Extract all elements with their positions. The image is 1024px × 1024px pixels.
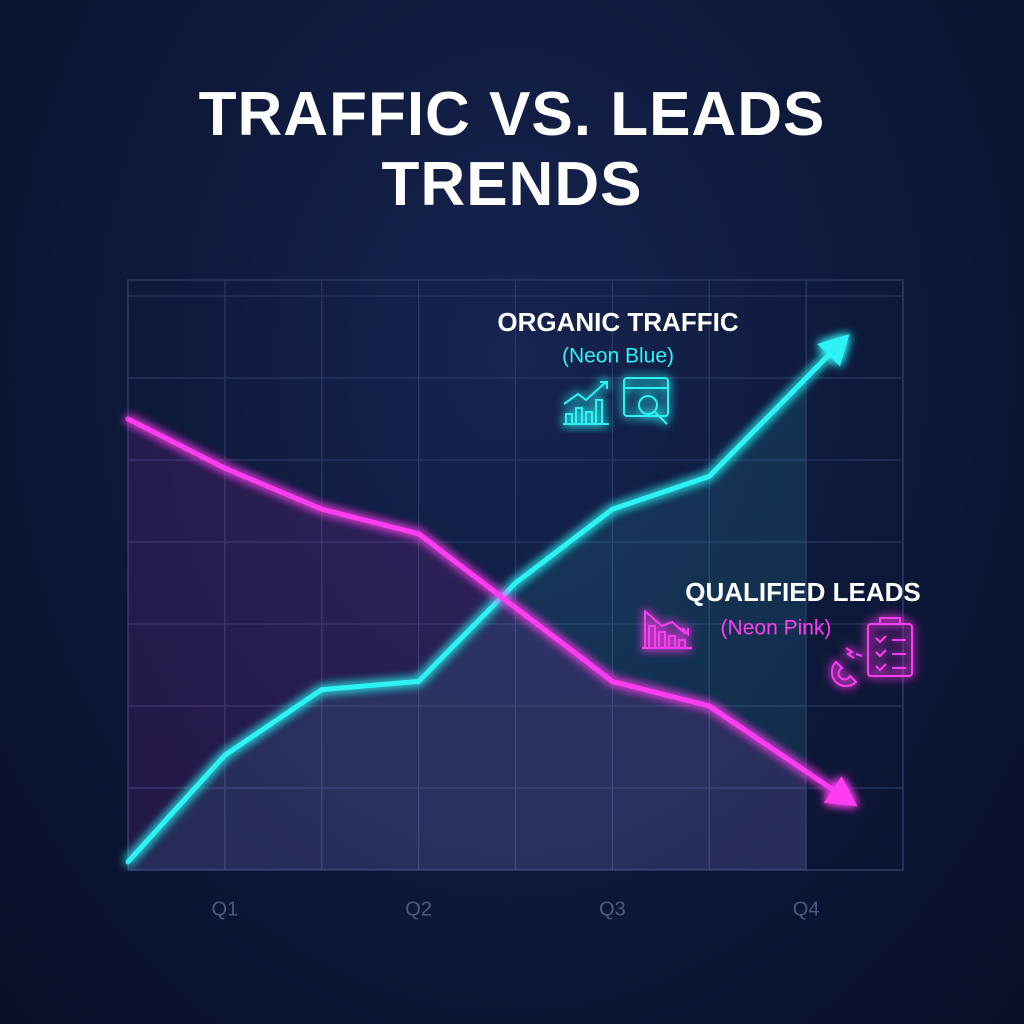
x-tick-label: Q4 <box>793 898 820 920</box>
x-tick-label: Q3 <box>599 898 626 920</box>
arrowhead <box>817 333 850 367</box>
x-tick-label: Q2 <box>405 898 432 920</box>
line-extension <box>803 769 836 793</box>
line <box>125 416 809 775</box>
series-label: QUALIFIED LEADS <box>685 577 920 607</box>
line-extension <box>803 352 832 381</box>
series-line <box>125 333 850 865</box>
line <box>125 375 809 865</box>
series-line <box>125 416 858 807</box>
lines <box>125 333 858 865</box>
series-label: ORGANIC TRAFFIC <box>497 307 738 337</box>
series-note: (Neon Blue) <box>562 345 674 368</box>
grid: Q1 Q2 Q3 Q4 <box>127 280 904 920</box>
leads-icons <box>642 610 913 688</box>
areas <box>128 378 807 870</box>
series-note: (Neon Pink) <box>721 617 832 640</box>
traffic-icons <box>563 377 669 425</box>
area <box>128 419 807 870</box>
area <box>128 378 807 870</box>
chart-title: TRAFFIC VS. LEADS TRENDS <box>198 80 826 219</box>
arrowhead <box>823 776 858 807</box>
x-tick-label: Q1 <box>212 898 239 920</box>
